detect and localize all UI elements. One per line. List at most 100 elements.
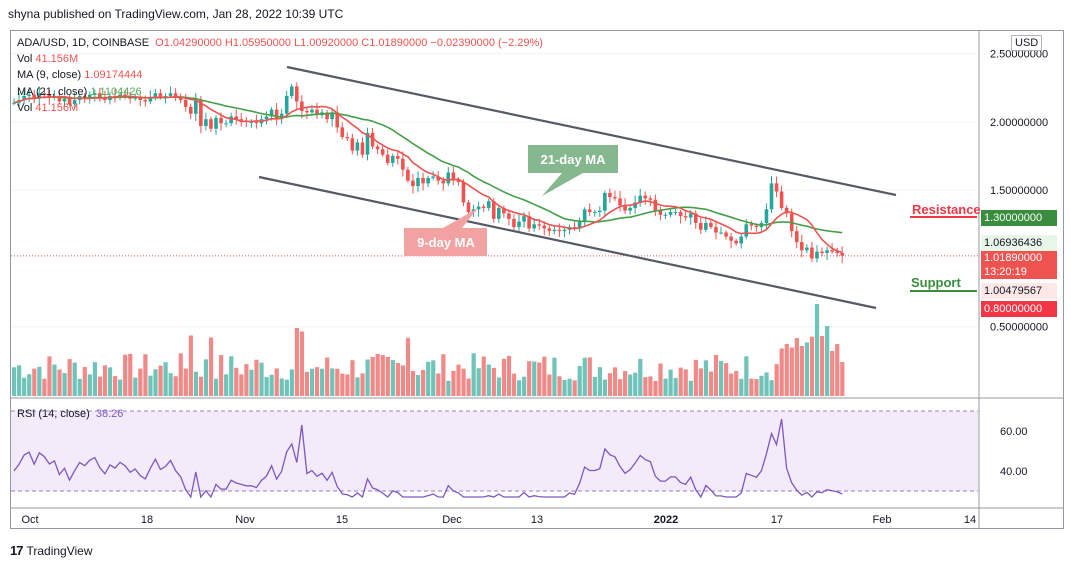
volume-bar [683, 369, 688, 396]
volume-bar [405, 337, 411, 396]
volume-bar [436, 373, 441, 396]
candle-body [330, 112, 334, 120]
candle-body [254, 121, 259, 124]
volume-bar [441, 354, 446, 396]
volume-bar [390, 360, 395, 396]
rsi-label: RSI (14, close) [17, 408, 90, 420]
x-tick-label: 13 [531, 514, 543, 526]
symbol-legend: ADA/USD, 1D, COINBASE O1.04290000 H1.059… [17, 37, 543, 49]
x-tick-label: 14 [964, 514, 976, 526]
x-tick-label: Feb [873, 514, 892, 526]
candle-body [683, 216, 688, 218]
candle-body [668, 212, 673, 215]
candle-body [168, 93, 173, 96]
chart-canvas[interactable]: 2.50000000 2.00000000 1.50000000 0.50000000… [0, 0, 1071, 540]
candle-body [699, 222, 703, 230]
volume-bar [476, 368, 481, 396]
volume-bar [572, 380, 577, 396]
candle-body [153, 93, 158, 98]
candle-body [840, 253, 844, 256]
channel-upper-line [286, 65, 897, 197]
volume-bar [663, 378, 668, 396]
candle-body [37, 93, 42, 99]
candle-body [325, 112, 329, 120]
volume-bar [602, 379, 608, 396]
candle-body [769, 183, 774, 210]
candle-body [461, 182, 466, 203]
x-tick-label: Oct [21, 514, 38, 526]
candle-body [673, 212, 678, 214]
candle-body [481, 206, 486, 208]
volume-bar [294, 328, 299, 396]
tradingview-brand: TradingView [26, 543, 93, 558]
volume-bar [92, 362, 97, 396]
candle-body [547, 228, 552, 232]
candle-body [32, 94, 36, 99]
candle-body [628, 207, 632, 211]
volume-bar [547, 374, 552, 396]
volume-bar [688, 380, 693, 396]
tradingview-footer[interactable]: 17 TradingView [10, 543, 93, 558]
candle-body [830, 250, 834, 252]
x-tick-label: 17 [771, 514, 783, 526]
volume-bar [380, 355, 385, 396]
volume-bar [320, 368, 325, 396]
volume-bar [17, 365, 22, 396]
candle-body [542, 225, 547, 229]
candle-body [93, 93, 97, 95]
candle-body [22, 95, 26, 101]
candle-body [820, 251, 824, 253]
volume-bar [451, 370, 456, 396]
candle-body [199, 100, 203, 127]
volume-bar [809, 336, 815, 396]
candle-body [360, 142, 365, 155]
volume-bar [27, 374, 32, 396]
vol2-value: 41.156M [35, 102, 79, 114]
volume-bar [784, 344, 789, 396]
volume-bar [633, 372, 638, 396]
ohlc-values: O1.04290000 H1.05950000 L1.00920000 C1.0… [155, 37, 543, 49]
volume-bar [668, 369, 673, 396]
x-tick-label: Nov [235, 514, 255, 526]
volume-bar [724, 363, 729, 396]
currency-button[interactable]: USD [1011, 35, 1043, 51]
candle-body [451, 172, 456, 180]
volume-bar [375, 353, 380, 396]
candle-body [315, 109, 319, 116]
volume-bar [713, 354, 719, 396]
volume-bar [12, 367, 17, 396]
volume-bar [592, 376, 597, 396]
candle-body [431, 176, 435, 178]
candle-body [370, 132, 375, 147]
x-tick-label: 2022 [654, 514, 678, 526]
candle-body [12, 102, 16, 104]
tradingview-logo-icon: 17 [10, 543, 24, 558]
volume-bar [814, 304, 820, 396]
candle-body [385, 154, 390, 163]
volume-bar [466, 378, 471, 396]
volume-bar [769, 380, 774, 396]
resistance-price-tag: 1.30000000 [981, 210, 1057, 226]
volume-bar [562, 379, 567, 396]
volume-bar [234, 367, 239, 396]
volume-bar [309, 368, 315, 396]
ma21-value: 1.1104426 [90, 86, 142, 98]
volume-bar [754, 379, 759, 396]
candle-body [476, 206, 481, 210]
rsi-tick-label: 40.00 [1000, 466, 1028, 478]
candle-body [587, 209, 592, 213]
volume-bar [239, 374, 244, 396]
volume-bar [158, 365, 163, 396]
candle-body [340, 127, 345, 137]
candle-body [633, 202, 637, 208]
volume-bar [340, 373, 345, 396]
volume-bar [501, 358, 507, 396]
candle-body [375, 146, 380, 150]
volume-bar [214, 378, 219, 396]
volume-bar [52, 364, 57, 396]
candle-body [794, 231, 799, 243]
volume-bar [183, 368, 188, 396]
vol-label: Vol [17, 53, 33, 65]
candle-body [552, 229, 557, 232]
volume-bar [82, 367, 87, 396]
